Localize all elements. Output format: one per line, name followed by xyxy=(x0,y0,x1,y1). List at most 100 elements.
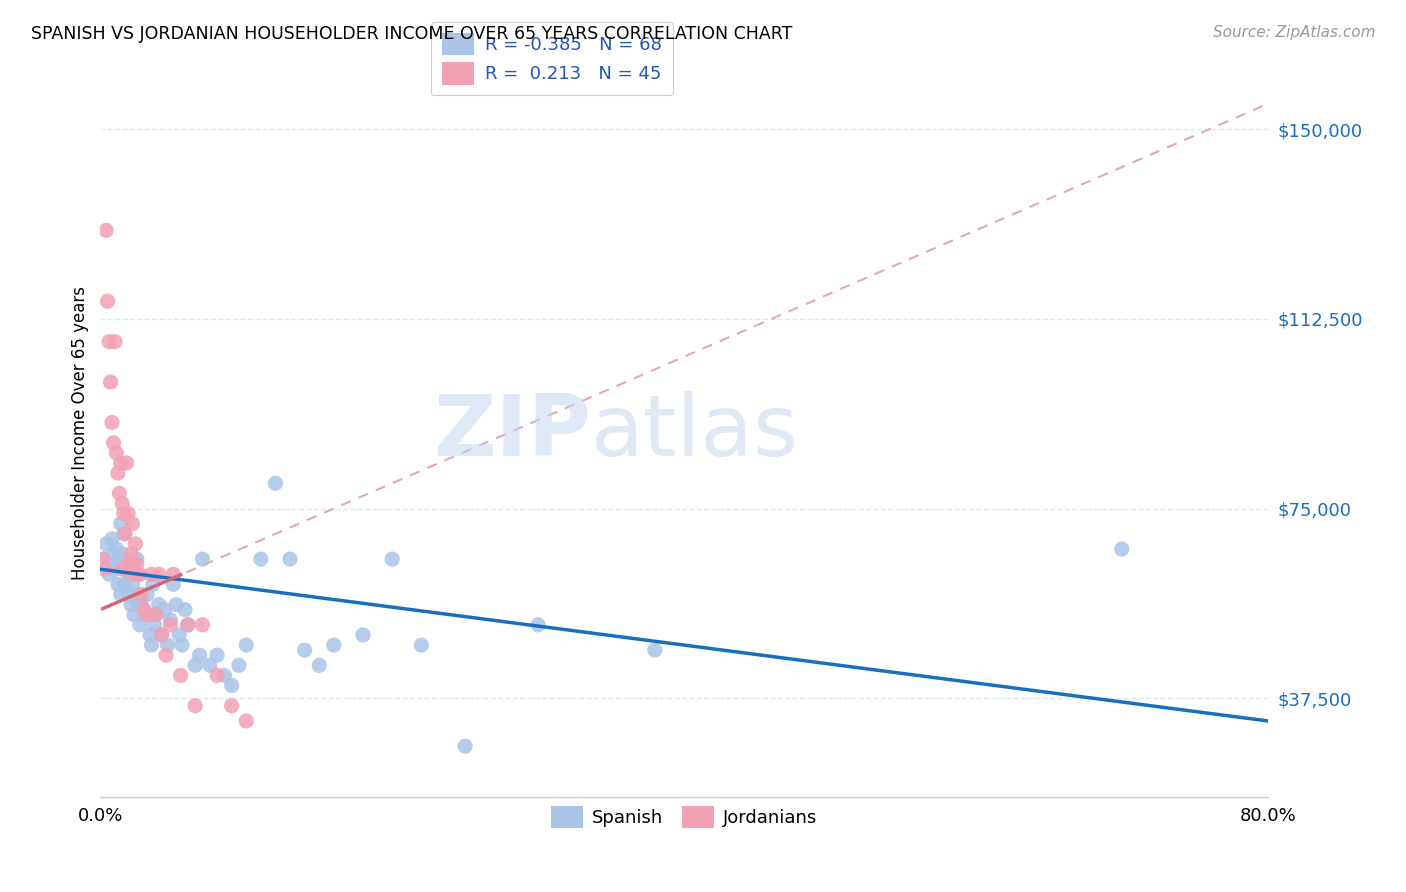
Point xyxy=(105,446,128,460)
Point xyxy=(141,638,163,652)
Point xyxy=(93,562,115,576)
Point xyxy=(97,294,120,309)
Point xyxy=(644,643,666,657)
Point xyxy=(104,334,127,349)
Point xyxy=(108,552,131,566)
Point xyxy=(98,334,121,349)
Point xyxy=(107,466,129,480)
Point xyxy=(111,496,134,510)
Point xyxy=(150,628,173,642)
Point xyxy=(191,552,214,566)
Point xyxy=(120,547,142,561)
Point xyxy=(188,648,211,663)
Point xyxy=(294,643,316,657)
Point xyxy=(155,648,177,663)
Point xyxy=(129,587,152,601)
Point xyxy=(150,628,173,642)
Point xyxy=(221,679,243,693)
Point xyxy=(145,607,167,622)
Point xyxy=(124,587,146,601)
Point xyxy=(169,668,191,682)
Point xyxy=(167,628,190,642)
Point xyxy=(143,617,166,632)
Point xyxy=(110,516,132,531)
Point xyxy=(128,617,150,632)
Point xyxy=(177,617,200,632)
Point xyxy=(134,602,156,616)
Text: Source: ZipAtlas.com: Source: ZipAtlas.com xyxy=(1212,25,1375,40)
Point xyxy=(105,541,128,556)
Point xyxy=(91,552,114,566)
Point xyxy=(221,698,243,713)
Point xyxy=(125,557,148,571)
Point xyxy=(235,714,257,728)
Point xyxy=(114,577,136,591)
Point xyxy=(103,547,125,561)
Point xyxy=(184,658,207,673)
Point xyxy=(124,537,146,551)
Y-axis label: Householder Income Over 65 years: Householder Income Over 65 years xyxy=(72,285,89,580)
Point xyxy=(411,638,433,652)
Text: atlas: atlas xyxy=(591,392,799,475)
Point xyxy=(139,628,162,642)
Point xyxy=(125,552,148,566)
Point xyxy=(235,638,257,652)
Point xyxy=(159,617,181,632)
Point xyxy=(148,567,170,582)
Point xyxy=(114,526,136,541)
Point xyxy=(121,557,143,571)
Point xyxy=(174,602,197,616)
Point xyxy=(352,628,374,642)
Legend: Spanish, Jordanians: Spanish, Jordanians xyxy=(544,798,824,835)
Point xyxy=(165,598,187,612)
Point xyxy=(115,456,138,470)
Point xyxy=(527,617,550,632)
Point xyxy=(91,552,114,566)
Point xyxy=(308,658,330,673)
Point xyxy=(205,648,228,663)
Point xyxy=(148,598,170,612)
Point xyxy=(129,592,152,607)
Point xyxy=(381,552,404,566)
Point xyxy=(145,607,167,622)
Point xyxy=(141,567,163,582)
Point xyxy=(264,476,287,491)
Point xyxy=(134,607,156,622)
Point xyxy=(107,577,129,591)
Point xyxy=(121,577,143,591)
Point xyxy=(122,567,145,582)
Point xyxy=(1111,541,1133,556)
Point xyxy=(177,617,200,632)
Point xyxy=(115,557,138,571)
Point xyxy=(159,613,181,627)
Point xyxy=(111,562,134,576)
Point xyxy=(108,486,131,500)
Point xyxy=(153,602,176,616)
Point xyxy=(205,668,228,682)
Point xyxy=(278,552,301,566)
Point xyxy=(112,507,135,521)
Point xyxy=(127,567,149,582)
Point xyxy=(120,598,142,612)
Point xyxy=(121,516,143,531)
Point xyxy=(96,537,118,551)
Point xyxy=(117,507,139,521)
Point xyxy=(250,552,273,566)
Point xyxy=(228,658,250,673)
Text: SPANISH VS JORDANIAN HOUSEHOLDER INCOME OVER 65 YEARS CORRELATION CHART: SPANISH VS JORDANIAN HOUSEHOLDER INCOME … xyxy=(31,25,793,43)
Point xyxy=(111,547,134,561)
Point xyxy=(100,375,122,389)
Point xyxy=(112,562,135,576)
Point xyxy=(162,567,184,582)
Point xyxy=(156,638,179,652)
Point xyxy=(101,416,124,430)
Point xyxy=(454,739,477,754)
Point xyxy=(110,587,132,601)
Point xyxy=(117,587,139,601)
Point xyxy=(118,567,141,582)
Point xyxy=(214,668,236,682)
Point xyxy=(96,223,118,237)
Point xyxy=(191,617,214,632)
Point xyxy=(112,526,135,541)
Point xyxy=(118,557,141,571)
